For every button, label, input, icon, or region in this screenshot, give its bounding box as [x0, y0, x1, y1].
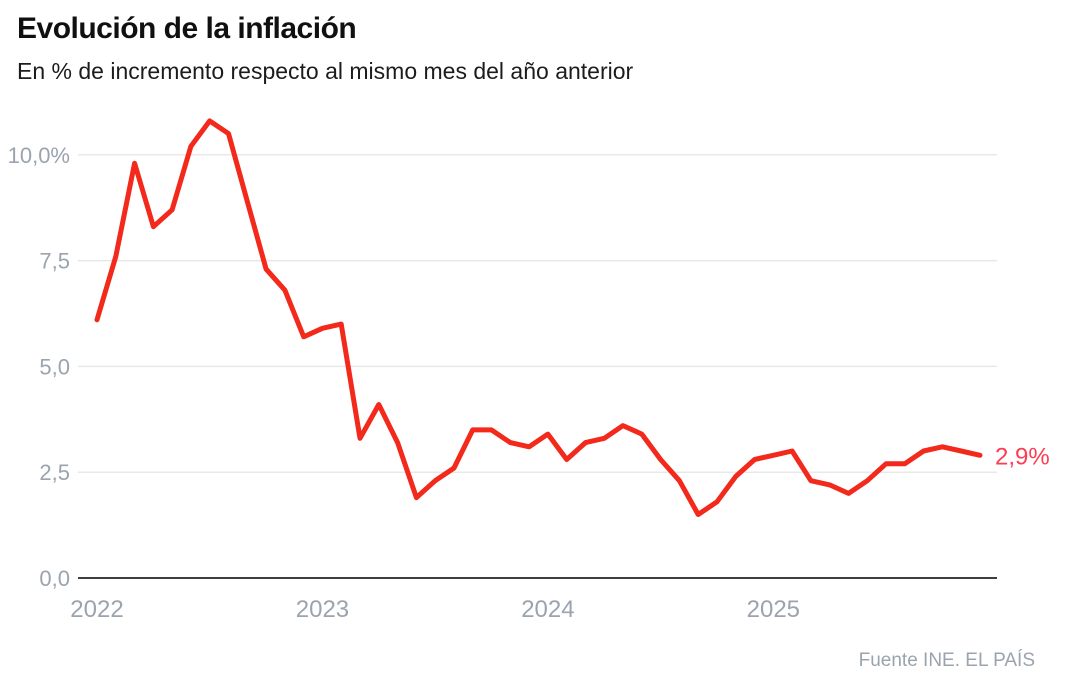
end-value-label: 2,9%	[995, 443, 1050, 470]
source-note: Fuente INE. EL PAÍS	[858, 650, 1035, 671]
x-axis-labels: 2022 2023 2024 2025	[70, 596, 800, 623]
y-tick-label: 0,0	[39, 566, 70, 591]
chart-title: Evolución de la inflación	[17, 12, 357, 45]
x-tick-label: 2023	[296, 596, 349, 623]
chart-subtitle: En % de incremento respecto al mismo mes…	[17, 58, 634, 84]
x-tick-label: 2025	[747, 596, 800, 623]
y-tick-label: 2,5	[39, 460, 70, 485]
gridlines	[78, 154, 997, 579]
x-tick-label: 2022	[70, 596, 123, 623]
inflation-line	[94, 118, 983, 517]
chart-area: 10,0% 7,5 5,0 2,5 0,0 2022 2023 2024 2025 2,9%	[0, 100, 1065, 648]
y-tick-label: 10,0%	[8, 143, 70, 168]
y-tick-label: 7,5	[39, 249, 70, 274]
x-tick-label: 2024	[521, 596, 574, 623]
y-tick-label: 5,0	[39, 354, 70, 379]
y-axis-labels: 10,0% 7,5 5,0 2,5 0,0	[8, 143, 70, 591]
